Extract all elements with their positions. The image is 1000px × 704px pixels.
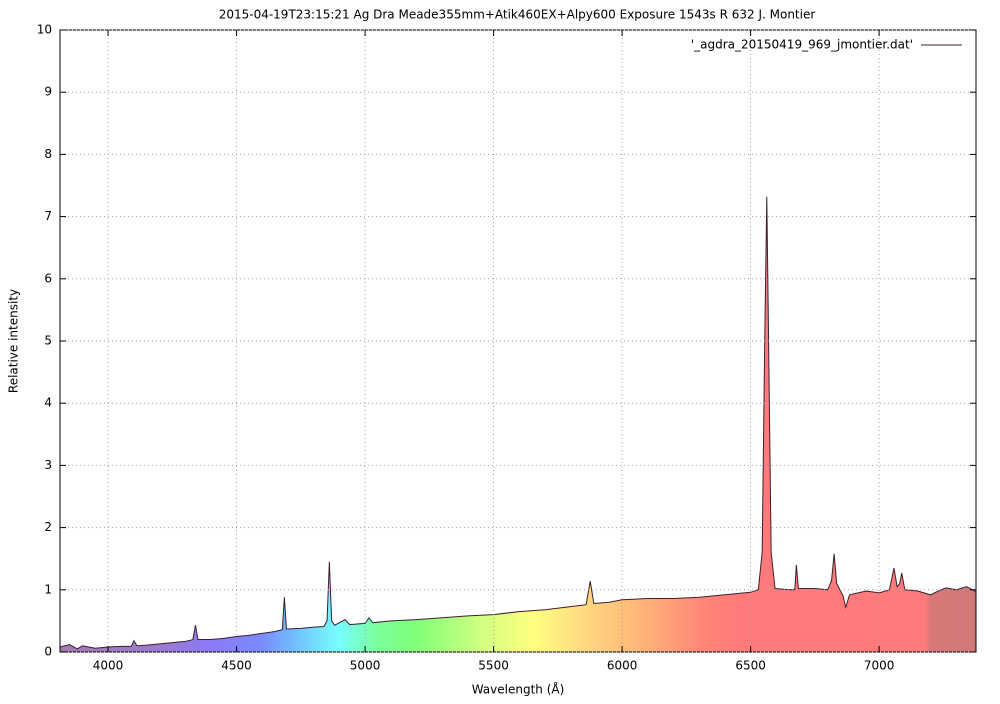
x-tick-label: 6500 [735,659,766,673]
y-tick-label: 9 [44,85,52,99]
y-tick-label: 1 [44,582,52,596]
chart-title: 2015-04-19T23:15:21 Ag Dra Meade355mm+At… [219,8,816,22]
y-tick-label: 4 [44,396,52,410]
x-tick-label: 6000 [607,659,638,673]
y-tick-label: 6 [44,271,52,285]
y-tick-label: 7 [44,209,52,223]
y-tick-label: 10 [37,23,52,37]
x-axis-label: Wavelength (Å) [472,682,565,697]
y-axis-label: Relative intensity [7,289,21,393]
spectrum-line [59,196,977,650]
x-tick-label: 4500 [221,659,252,673]
y-tick-label: 3 [44,458,52,472]
x-tick-label: 5500 [478,659,509,673]
plot-area [59,196,977,652]
spectrum-area [60,196,976,652]
x-tick-label: 7000 [864,659,895,673]
y-tick-label: 5 [44,334,52,348]
x-tick-label: 5000 [350,659,381,673]
y-tick-label: 2 [44,520,52,534]
x-tick-label: 4000 [93,659,124,673]
y-tick-label: 8 [44,147,52,161]
plot-frame [59,29,977,653]
legend-label: '_agdra_20150419_969_jmontier.dat' [691,38,913,52]
y-tick-label: 0 [44,645,52,659]
